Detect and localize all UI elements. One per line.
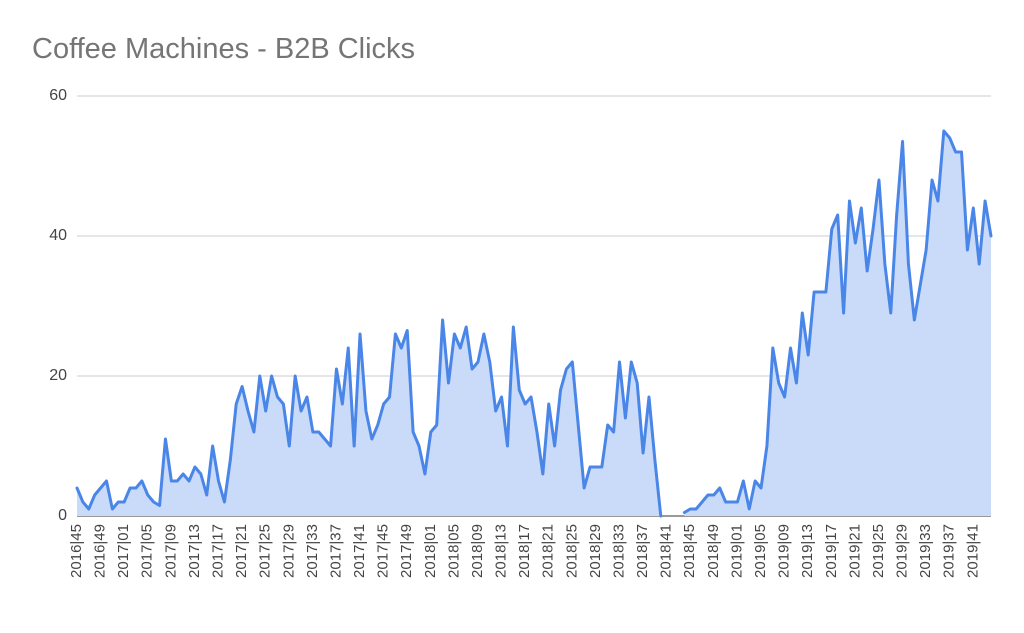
x-tick-label: 2019|41 — [964, 524, 981, 578]
x-tick-label: 2019|29 — [894, 524, 911, 578]
x-tick-label: 2017|01 — [115, 524, 132, 578]
x-tick-label: 2019|01 — [728, 524, 745, 578]
x-tick-label: 2019|37 — [941, 524, 958, 578]
x-tick-label: 2017|21 — [233, 524, 250, 578]
x-tick-label: 2018|29 — [587, 524, 604, 578]
x-tick-label: 2019|33 — [917, 524, 934, 578]
x-tick-label: 2017|13 — [186, 524, 203, 578]
x-tick-label: 2017|45 — [375, 524, 392, 578]
x-tick-label: 2018|41 — [658, 524, 675, 578]
x-tick-label: 2016|45 — [68, 524, 85, 578]
x-tick-label: 2018|09 — [469, 524, 486, 578]
x-tick-label: 2018|21 — [540, 524, 557, 578]
x-tick-label: 2017|33 — [304, 524, 321, 578]
x-tick-label: 2018|33 — [610, 524, 627, 578]
area-fill — [77, 320, 661, 516]
x-tick-label: 2017|09 — [162, 524, 179, 578]
x-tick-label: 2016|49 — [92, 524, 109, 578]
x-tick-label: 2018|13 — [493, 524, 510, 578]
x-tick-label: 2019|17 — [823, 524, 840, 578]
x-tick-label: 2017|29 — [280, 524, 297, 578]
x-tick-label: 2017|05 — [139, 524, 156, 578]
x-tick-label: 2017|41 — [351, 524, 368, 578]
x-tick-label: 2017|17 — [209, 524, 226, 578]
y-tick-label: 0 — [58, 507, 67, 524]
x-tick-label: 2019|25 — [870, 524, 887, 578]
area-fill — [684, 131, 991, 516]
x-tick-label: 2018|05 — [445, 524, 462, 578]
x-tick-label: 2018|25 — [563, 524, 580, 578]
x-tick-label: 2018|45 — [681, 524, 698, 578]
x-tick-label: 2019|13 — [799, 524, 816, 578]
x-tick-label: 2017|37 — [327, 524, 344, 578]
x-tick-label: 2018|01 — [422, 524, 439, 578]
chart-title: Coffee Machines - B2B Clicks — [32, 33, 415, 65]
x-tick-label: 2018|49 — [705, 524, 722, 578]
x-tick-label: 2017|49 — [398, 524, 415, 578]
x-tick-label: 2019|09 — [776, 524, 793, 578]
y-tick-label: 20 — [49, 367, 67, 384]
x-tick-label: 2018|17 — [516, 524, 533, 578]
x-tick-label: 2019|05 — [752, 524, 769, 578]
x-tick-label: 2018|37 — [634, 524, 651, 578]
x-tick-label: 2017|25 — [257, 524, 274, 578]
line — [75, 129, 993, 518]
y-tick-label: 40 — [49, 227, 67, 244]
y-tick-label: 60 — [49, 87, 67, 104]
x-tick-label: 2019|21 — [846, 524, 863, 578]
